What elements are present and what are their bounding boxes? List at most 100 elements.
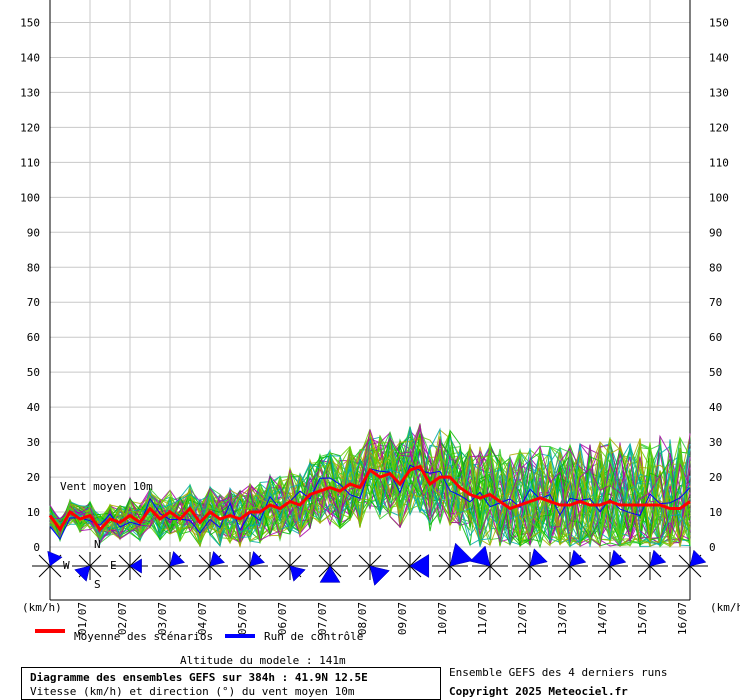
x-tick-label: 07/07 — [316, 602, 329, 635]
footer-info-box: Diagramme des ensembles GEFS sur 384h : … — [21, 667, 441, 700]
x-tick-label: 12/07 — [516, 602, 529, 635]
wind-rose — [392, 552, 430, 580]
y-tick-label-right: 120 — [709, 121, 729, 134]
y-axis-ticks: 0 0 10 10 20 20 30 30 40 40 50 50 60 60 70 70 80 80 90 90 10… — [20, 16, 729, 554]
footer-title: Diagramme des ensembles GEFS sur 384h : … — [30, 671, 368, 684]
y-axis-unit-right: (km/h) — [710, 601, 740, 614]
x-tick-label: 06/07 — [276, 602, 289, 635]
wind-rose — [672, 549, 708, 580]
y-tick-label-right: 60 — [709, 331, 722, 344]
y-tick-label-left: 40 — [27, 401, 40, 414]
wind-rose-petal — [569, 549, 587, 567]
y-tick-label-left: 30 — [27, 436, 40, 449]
x-tick-label: 02/07 — [116, 602, 129, 635]
wind-rose-petal — [409, 554, 430, 578]
wind-rose — [592, 549, 628, 580]
y-tick-label-left: 130 — [20, 86, 40, 99]
y-tick-label-left: 10 — [27, 506, 40, 519]
wind-rose-petal — [289, 565, 306, 582]
wind-rose — [632, 549, 668, 580]
y-tick-label-right: 110 — [709, 156, 729, 169]
wind-rose — [232, 550, 268, 580]
wind-rose — [72, 552, 108, 582]
y-tick-label-right: 130 — [709, 86, 729, 99]
y-tick-label-left: 90 — [27, 226, 40, 239]
y-tick-label-left: 60 — [27, 331, 40, 344]
x-tick-label: 14/07 — [596, 602, 609, 635]
wind-rose-petal — [469, 545, 491, 567]
y-tick-label-right: 50 — [709, 366, 722, 379]
wind-rose-petal — [609, 549, 627, 567]
compass-label-n: N — [94, 538, 101, 551]
legend-mean-label: Moyenne des scénarios — [74, 630, 214, 643]
y-tick-label-right: 100 — [709, 191, 729, 204]
wind-rose-petal — [129, 558, 142, 574]
y-tick-label-right: 30 — [709, 436, 722, 449]
wind-ensemble-chart: 0 0 10 10 20 20 30 30 40 40 50 50 60 60 70 70 80 80 90 90 10… — [20, 0, 740, 635]
ensemble-members — [49, 423, 691, 549]
x-tick-label: 16/07 — [676, 602, 689, 635]
wind-rose — [272, 552, 308, 582]
wind-rose-petal — [47, 550, 63, 567]
wind-rose-petal — [449, 542, 474, 567]
wind-rose-petal — [649, 549, 667, 567]
wind-rose — [469, 545, 508, 580]
y-tick-label-right: 0 — [709, 541, 716, 554]
wind-rose-petal — [209, 550, 226, 567]
mean-series — [48, 464, 691, 533]
footer-subtitle: Vitesse (km/h) et direction (°) du vent … — [30, 685, 355, 698]
wind-rose-petal — [319, 565, 341, 583]
model-altitude: Altitude du modele : 141m — [180, 654, 346, 667]
y-tick-label-right: 40 — [709, 401, 722, 414]
x-tick-label: 05/07 — [236, 602, 249, 635]
x-tick-label: 04/07 — [196, 602, 209, 635]
y-tick-label-left: 70 — [27, 296, 40, 309]
ensemble-note: Ensemble GEFS des 4 derniers runs — [449, 666, 668, 679]
wind-rose-petal — [369, 565, 390, 586]
wind-rose-petal — [74, 565, 91, 582]
ensemble-member-line — [49, 436, 691, 547]
mean-series-line — [48, 464, 691, 533]
ensemble-member-line — [49, 427, 691, 546]
wind-rose — [112, 552, 148, 580]
x-tick-label: 15/07 — [636, 602, 649, 635]
x-tick-label: 03/07 — [156, 602, 169, 635]
wind-rose — [432, 542, 474, 580]
y-tick-label-left: 120 — [20, 121, 40, 134]
ensemble-member-line — [49, 435, 691, 546]
wind-rose — [312, 552, 348, 583]
compass-label-s: S — [94, 578, 101, 591]
y-tick-label-right: 70 — [709, 296, 722, 309]
y-tick-label-left: 100 — [20, 191, 40, 204]
y-tick-label-right: 20 — [709, 471, 722, 484]
y-tick-label-left: 20 — [27, 471, 40, 484]
wind-rose-petal — [529, 548, 548, 567]
wind-rose — [552, 549, 588, 580]
x-tick-label: 11/07 — [476, 602, 489, 635]
wind-rose-petal — [249, 550, 266, 567]
x-tick-label: 13/07 — [556, 602, 569, 635]
y-tick-label-right: 80 — [709, 261, 722, 274]
x-tick-label: 10/07 — [436, 602, 449, 635]
x-axis-ticks: 01/07 02/07 03/07 04/07 05/07 06/07 07/07 08/07… — [76, 602, 689, 635]
wind-rose-petal — [169, 550, 186, 567]
legend-control-swatch — [225, 634, 255, 638]
wind-rose-row: N SE W — [32, 538, 708, 591]
legend-mean-swatch — [35, 629, 65, 633]
y-tick-label-right: 90 — [709, 226, 722, 239]
y-tick-label-left: 110 — [20, 156, 40, 169]
ensemble-member-line — [49, 437, 691, 547]
x-tick-label: 08/07 — [356, 602, 369, 635]
y-axis-unit-left: (km/h) — [22, 601, 62, 614]
y-tick-label-left: 50 — [27, 366, 40, 379]
y-tick-label-left: 80 — [27, 261, 40, 274]
wind-rose — [192, 550, 228, 580]
wind-rose — [352, 552, 390, 586]
y-tick-label-right: 150 — [709, 16, 729, 29]
y-tick-label-right: 10 — [709, 506, 722, 519]
wind-rose — [512, 548, 548, 580]
x-tick-label: 01/07 — [76, 602, 89, 635]
ensemble-member-line — [49, 442, 691, 547]
y-tick-label-left: 150 — [20, 16, 40, 29]
x-tick-label: 09/07 — [396, 602, 409, 635]
